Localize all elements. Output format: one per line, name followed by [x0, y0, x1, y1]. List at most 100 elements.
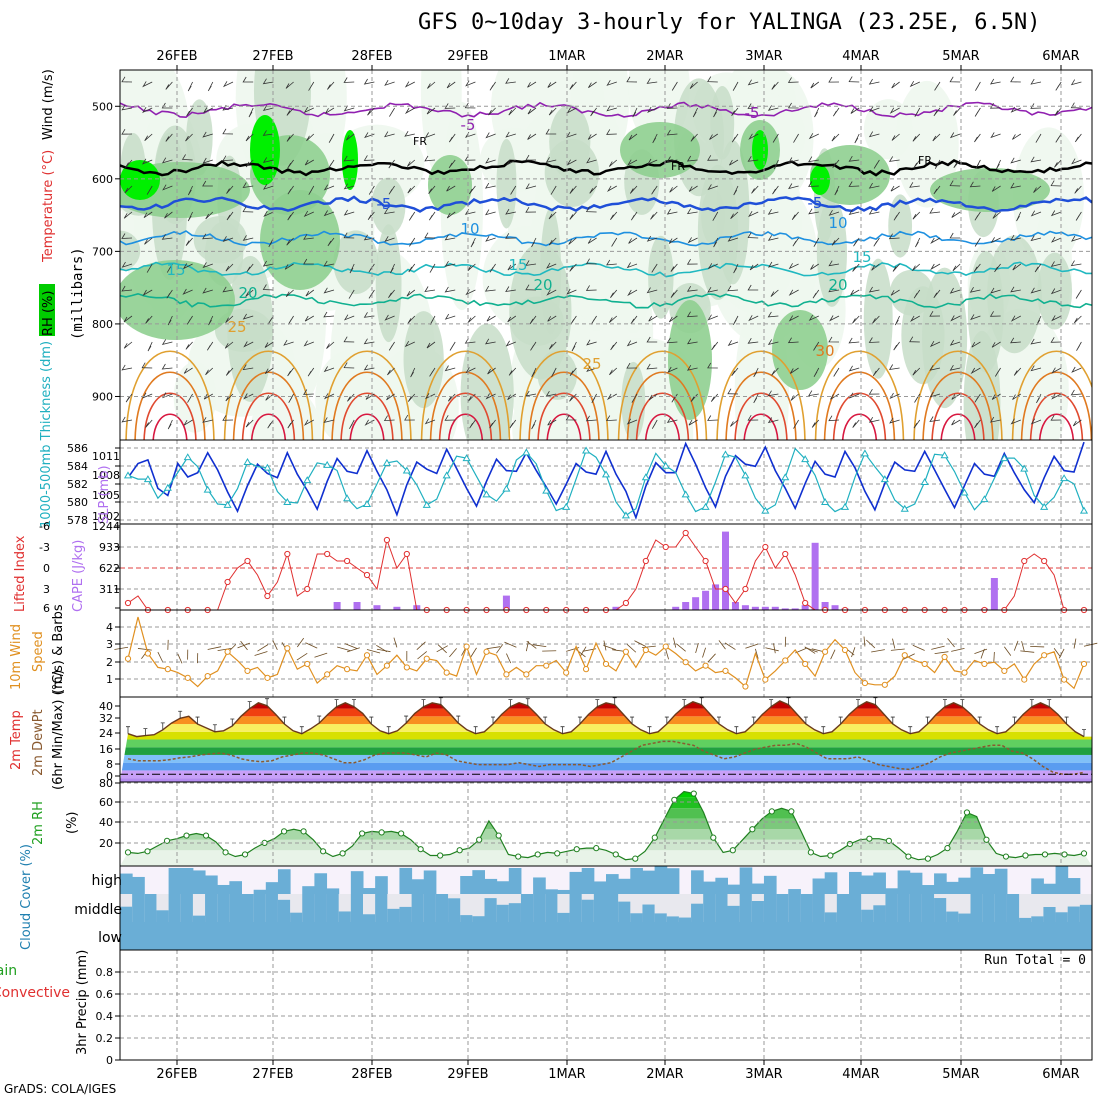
cloud-low-cell — [728, 922, 741, 950]
wind-barb — [438, 645, 446, 653]
data-point — [1003, 854, 1008, 859]
data-point — [384, 537, 389, 542]
cloud-high-cell — [412, 879, 425, 894]
wind-barb — [696, 643, 699, 653]
cloud-middle-cell — [971, 894, 984, 922]
wind-barb — [1022, 641, 1025, 651]
minmax-whisker — [178, 711, 182, 718]
wind-barb — [666, 650, 669, 660]
data-point — [464, 644, 469, 649]
cloud-middle-cell — [1068, 907, 1081, 922]
cape-bar — [682, 602, 689, 610]
ylabel-2m-rh: 2m RH — [31, 801, 46, 845]
data-point — [1042, 653, 1047, 658]
wind-barb — [673, 638, 675, 648]
data-point — [703, 558, 708, 563]
precip-tick-label: 0.2 — [96, 1032, 114, 1045]
data-point — [305, 586, 310, 591]
cloud-low-cell — [642, 922, 655, 950]
precip-run-total: Run Total = 0 — [984, 953, 1086, 968]
cloud-low-cell — [1031, 922, 1044, 950]
ylabel-slp: SLP (mb) — [97, 465, 112, 524]
pressure-tick-label: 500 — [92, 100, 113, 113]
data-point — [225, 649, 230, 654]
wind-barb — [634, 641, 645, 647]
temperature-band — [120, 724, 1092, 732]
cloud-middle-cell — [472, 916, 485, 922]
cape-bar — [373, 605, 380, 610]
cloud-low-cell — [460, 922, 473, 950]
data-point — [438, 853, 443, 858]
data-point — [822, 649, 827, 654]
data-point — [847, 841, 852, 846]
x-label-top: 5MAR — [942, 49, 979, 64]
cloud-high-cell — [399, 868, 412, 894]
data-point — [623, 600, 628, 605]
data-point — [921, 479, 927, 485]
wind-barb — [1014, 641, 1018, 651]
cloud-low-cell — [314, 922, 327, 950]
cloud-high-cell — [715, 878, 728, 894]
data-point — [906, 854, 911, 859]
cloud-middle-cell — [995, 894, 1008, 922]
cloud-high-cell — [314, 873, 327, 894]
cloud-middle-cell — [740, 894, 753, 922]
cloud-middle-cell — [509, 903, 522, 922]
thickness-tick-label: 584 — [67, 460, 88, 473]
rh-shading — [922, 268, 967, 409]
data-point — [504, 672, 509, 677]
data-point — [743, 684, 748, 689]
data-point — [702, 504, 708, 510]
cloud-high-cell — [788, 889, 801, 894]
data-point — [964, 810, 969, 815]
cloud-middle-cell — [363, 914, 376, 922]
wind-barb — [891, 649, 905, 650]
cloud-low-cell — [132, 922, 145, 950]
x-label-bottom: 1MAR — [548, 1067, 585, 1082]
isotherm-label: 15 — [508, 256, 527, 274]
temperature-band — [120, 778, 1092, 782]
wind-frame — [120, 610, 1092, 697]
rh-bands — [120, 782, 1092, 866]
isotherm-label: 30 — [815, 342, 834, 360]
cloud-middle-cell — [217, 894, 230, 922]
ylabel-convective: Convective — [0, 985, 70, 1001]
ylabel-wind: Wind (m/s) — [41, 69, 56, 140]
cloud-low-cell — [1019, 922, 1032, 950]
ylabel-wind-speed-2: Speed — [31, 631, 46, 672]
cloud-middle-cell — [1007, 894, 1020, 922]
data-point — [742, 472, 748, 478]
cloud-high-cell — [557, 890, 570, 894]
cape-tick-label: 933 — [99, 541, 120, 554]
cloud-middle-cell — [521, 894, 534, 922]
x-label-bottom: 4MAR — [842, 1067, 879, 1082]
cape-bar — [354, 602, 361, 610]
cloud-level-label: high — [91, 873, 122, 889]
data-point — [185, 675, 190, 680]
cloud-middle-cell — [655, 913, 668, 922]
data-point — [743, 586, 748, 591]
cloud-low-cell — [302, 922, 315, 950]
ylabel-temp-units: (6hr Min/Max) (°C) — [51, 670, 66, 790]
cloud-middle-cell — [205, 894, 218, 922]
ylabel-temperature: Temperature (°C) — [41, 150, 56, 263]
data-point — [691, 791, 696, 796]
cloud-high-cell — [363, 888, 376, 894]
data-point — [984, 837, 989, 842]
data-point — [1042, 558, 1047, 563]
cloud-high-cell — [971, 867, 984, 894]
pressure-tick-label: 800 — [92, 318, 113, 331]
wind-barb — [871, 650, 885, 652]
cloud-middle-cell — [728, 906, 741, 922]
wind-barb — [158, 652, 163, 661]
cloud-low-cell — [181, 922, 194, 950]
cloud-middle-cell — [412, 894, 425, 922]
rh-shading — [930, 168, 1050, 212]
rh-shading — [864, 259, 893, 379]
ylabel-2m-dewpt: 2m DewPt — [31, 709, 46, 776]
wind-barb — [297, 638, 303, 647]
cloud-middle-cell — [776, 894, 789, 922]
cloud-low-cell — [290, 922, 303, 950]
cape-bar — [832, 605, 839, 610]
rh-shading — [810, 165, 830, 195]
